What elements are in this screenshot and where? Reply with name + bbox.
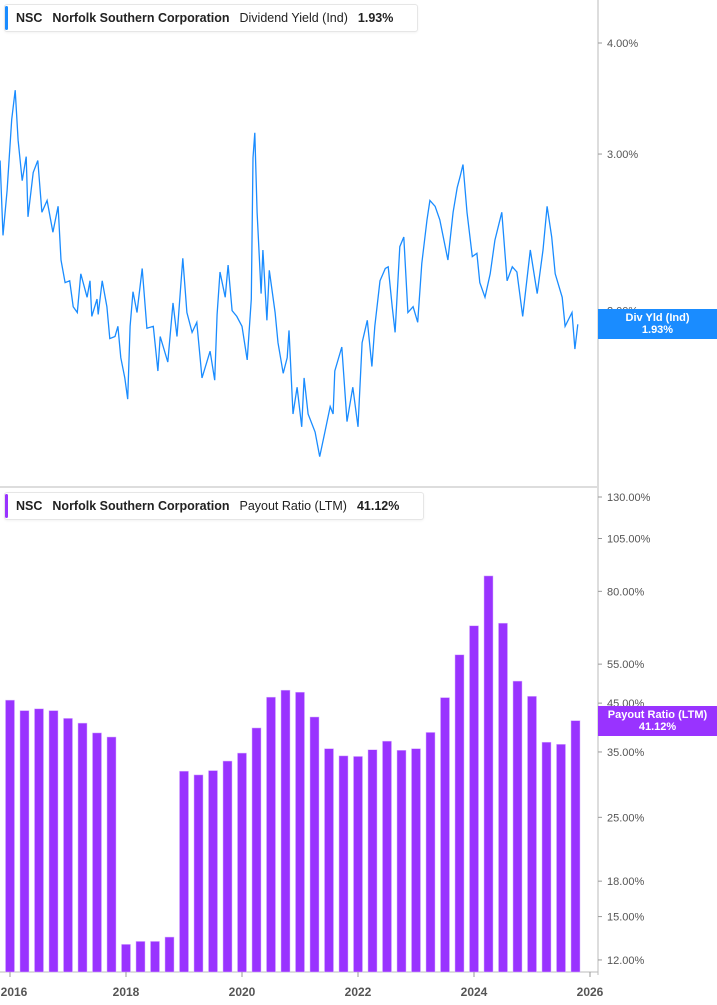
y-tick-label: 15.00%: [607, 912, 645, 924]
payout-bar: [121, 944, 131, 973]
yield-last-value-tag: Div Yld (Ind) 1.93%: [598, 309, 717, 340]
tag-label: Div Yld (Ind): [625, 312, 690, 325]
y-tick-label: 12.00%: [607, 955, 645, 967]
payout-bar: [396, 750, 407, 973]
payout-bar: [309, 716, 320, 973]
x-tick-label: 2016: [1, 985, 28, 999]
payout-bar: [541, 741, 552, 973]
tag-label: Payout Ratio (LTM): [607, 708, 708, 721]
payout-bar: [498, 622, 508, 973]
payout-bar: [425, 732, 436, 973]
payout-bar: [106, 736, 117, 973]
legend-metric: Dividend Yield (Ind): [239, 11, 348, 25]
payout-bar: [63, 718, 73, 973]
payout-bar: [556, 744, 566, 973]
y-tick-label: 25.00%: [607, 812, 645, 824]
payout-bar: [295, 691, 305, 973]
payout-bar: [411, 748, 421, 973]
payout-bar: [77, 722, 88, 973]
payout-bar: [527, 696, 537, 973]
payout-bar: [382, 740, 392, 973]
payout-bar: [135, 941, 146, 973]
y-tick-label: 130.00%: [607, 492, 651, 504]
tag-value: 41.12%: [638, 720, 677, 733]
legend-company: Norfolk Southern Corporation: [52, 11, 230, 25]
x-tick-label: 2024: [461, 985, 488, 999]
payout-bar: [512, 680, 523, 973]
y-tick-label: 3.00%: [607, 149, 638, 161]
payout-color-swatch: [5, 494, 8, 518]
payout-bar: [469, 625, 479, 973]
payout-bar: [150, 941, 160, 973]
payout-last-value-tag: Payout Ratio (LTM) 41.12%: [598, 705, 717, 736]
y-tick-label: 55.00%: [607, 659, 645, 671]
payout-bar: [251, 727, 262, 973]
y-tick-label: 80.00%: [607, 586, 645, 598]
tag-value: 1.93%: [641, 324, 674, 337]
dividend-yield-line: [0, 90, 579, 457]
payout-bar: [48, 710, 59, 973]
payout-bar: [367, 749, 378, 973]
payout-bar: [208, 770, 218, 973]
payout-bar: [164, 936, 175, 973]
payout-bar: [92, 732, 102, 973]
payout-bar: [193, 774, 204, 973]
payout-bar: [483, 575, 494, 973]
payout-bar: [222, 760, 233, 973]
payout-bar: [237, 752, 247, 973]
payout-bar: [34, 708, 44, 973]
payout-bar: [570, 720, 581, 973]
yield-color-swatch: [5, 6, 8, 30]
x-tick-label: 2020: [229, 985, 256, 999]
payout-bar: [353, 756, 363, 973]
y-tick-label: 35.00%: [607, 747, 645, 759]
payout-bar: [338, 755, 349, 973]
payout-bar: [440, 697, 450, 973]
y-tick-label: 105.00%: [607, 533, 651, 545]
payout-bar: [5, 699, 15, 973]
x-tick-label: 2026: [577, 985, 604, 999]
payout-bar: [280, 689, 291, 973]
legend-metric: Payout Ratio (LTM): [239, 499, 347, 513]
x-tick-label: 2018: [113, 985, 140, 999]
legend-company: Norfolk Southern Corporation: [52, 499, 230, 513]
legend-ticker: NSC: [16, 499, 43, 513]
legend-value: 1.93%: [357, 11, 394, 25]
x-tick-label: 2022: [345, 985, 372, 999]
bottom-legend: NSC Norfolk Southern Corporation Payout …: [4, 492, 425, 520]
payout-bar: [179, 770, 189, 973]
payout-bar: [19, 710, 30, 973]
legend-ticker: NSC: [16, 11, 43, 25]
y-tick-label: 18.00%: [607, 876, 645, 888]
top-legend: NSC Norfolk Southern Corporation Dividen…: [4, 4, 419, 32]
y-tick-label: 4.00%: [607, 38, 638, 50]
legend-value: 41.12%: [356, 499, 400, 513]
payout-bar: [324, 748, 334, 973]
payout-bar: [266, 696, 276, 973]
payout-bar: [454, 654, 465, 973]
